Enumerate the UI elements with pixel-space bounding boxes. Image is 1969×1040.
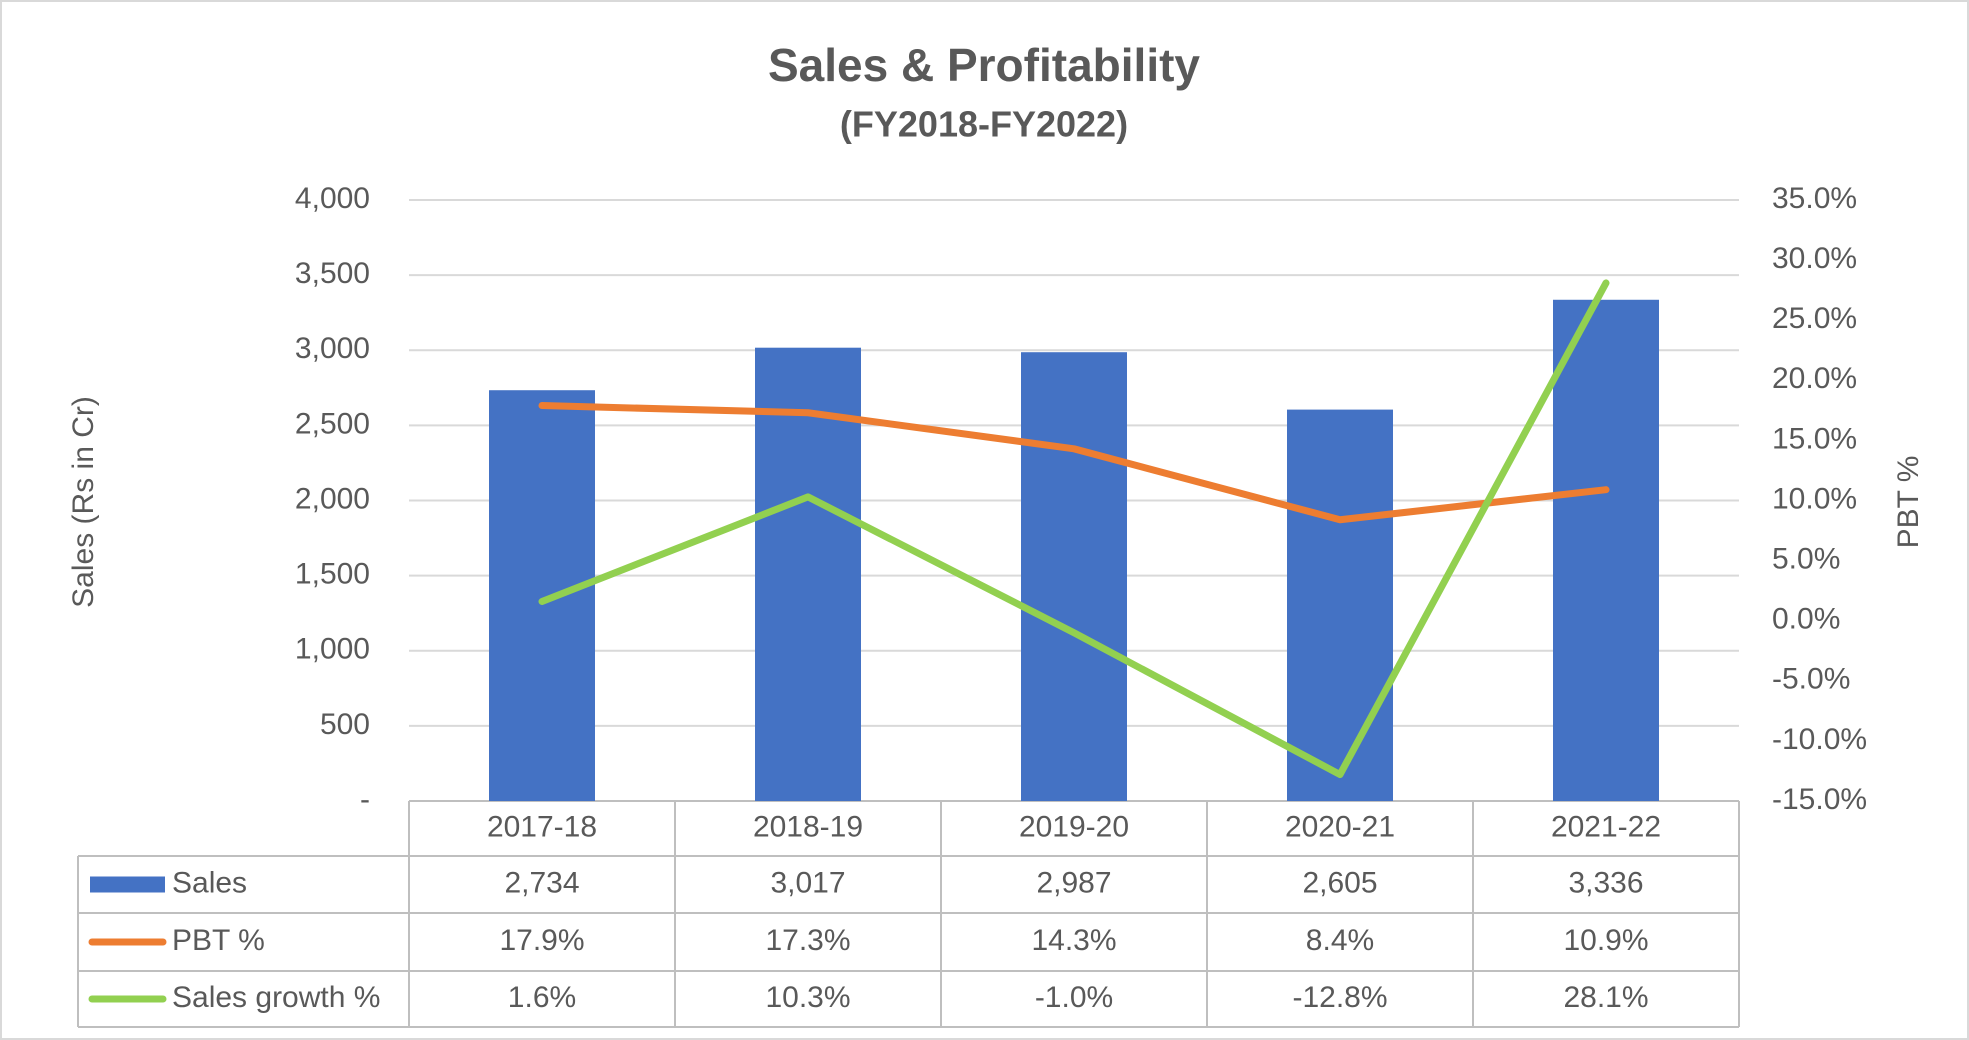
y-tick-label: 2,500 [295,407,370,440]
y2-tick-label: 10.0% [1772,482,1857,515]
legend-label: Sales [172,866,247,899]
y-axis-label: Sales (Rs in Cr) [67,396,100,608]
legend-label: PBT % [172,924,265,957]
x-tick-label: 2020-21 [1285,810,1395,843]
bar [755,347,861,801]
x-tick-label: 2019-20 [1019,810,1129,843]
table-value: 17.3% [765,924,850,957]
bar [1287,409,1393,801]
x-tick-label: 2017-18 [487,810,597,843]
table-value: 2,987 [1036,866,1111,899]
bar [1553,299,1659,801]
table-value: 8.4% [1306,924,1374,957]
table-value: 14.3% [1031,924,1116,957]
table-value: 17.9% [499,924,584,957]
table-value: 2,605 [1302,866,1377,899]
line [538,402,1610,524]
table-value: 2,734 [504,866,579,899]
y2-tick-label: 0.0% [1772,603,1840,636]
y2-tick-label: 15.0% [1772,422,1857,455]
y-tick-label: 500 [320,708,370,741]
y2-tick-label: 5.0% [1772,543,1840,576]
line [538,279,1610,779]
y2-tick-label: 30.0% [1772,242,1857,275]
chart-subtitle: (FY2018-FY2022) [840,104,1128,145]
bar [1021,352,1127,801]
y2-tick-label: -5.0% [1772,663,1850,696]
y-tick-label: 2,000 [295,482,370,515]
table-value: 3,336 [1568,866,1643,899]
y2-axis-label: PBT % [1892,456,1925,549]
y-tick-label: 3,500 [295,257,370,290]
y-tick-label: 1,500 [295,558,370,591]
chart-title: Sales & Profitability [768,39,1200,91]
table-value: 3,017 [770,866,845,899]
table-value: 28.1% [1563,981,1648,1014]
legend-label: Sales growth % [172,981,380,1014]
table-value: -1.0% [1035,981,1113,1014]
y-tick-label: 4,000 [295,182,370,215]
y2-tick-label: 35.0% [1772,182,1857,215]
y-tick-label: 3,000 [295,332,370,365]
table-value: 10.3% [765,981,850,1014]
legend-swatch [90,876,165,893]
y2-tick-label: 25.0% [1772,302,1857,335]
table-value: -12.8% [1292,981,1387,1014]
y2-tick-label: -10.0% [1772,723,1867,756]
bar [489,390,595,801]
y2-tick-label: 20.0% [1772,362,1857,395]
table-value: 1.6% [508,981,576,1014]
table-value: 10.9% [1563,924,1648,957]
y-tick-label: - [360,783,370,816]
y2-tick-label: -15.0% [1772,783,1867,816]
x-tick-label: 2018-19 [753,810,863,843]
y-tick-label: 1,000 [295,633,370,666]
x-tick-label: 2021-22 [1551,810,1661,843]
